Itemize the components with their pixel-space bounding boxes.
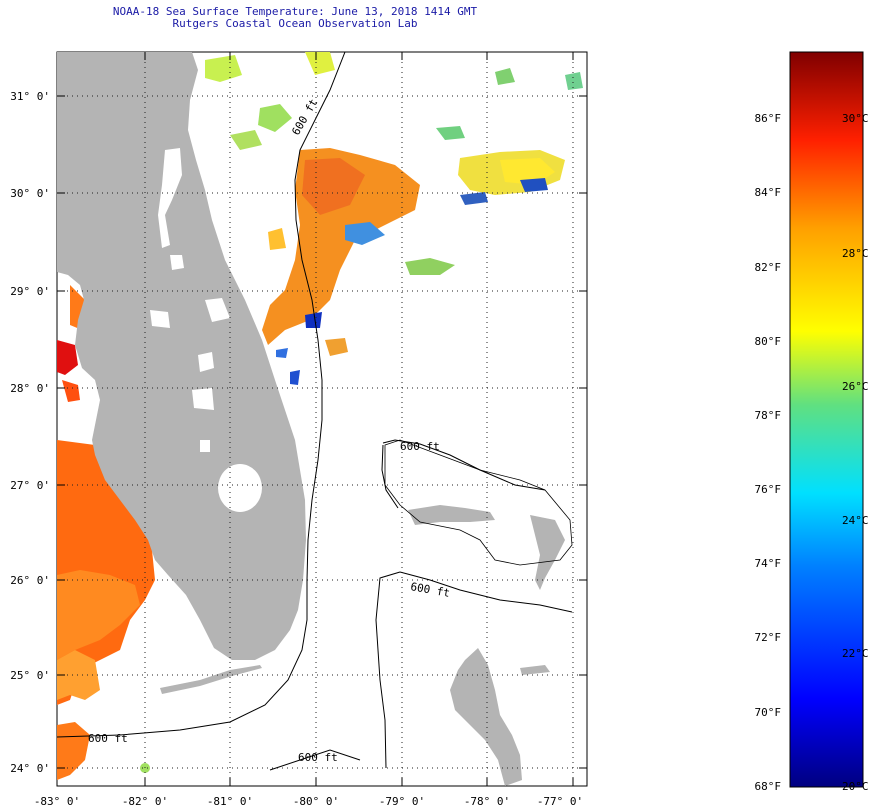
lon-label: -83° 0' bbox=[34, 795, 80, 808]
colorbar-label-c: 22°C bbox=[842, 647, 869, 660]
isobath-contours bbox=[57, 52, 573, 771]
florida-keys bbox=[160, 665, 262, 694]
lon-label: -78° 0' bbox=[464, 795, 510, 808]
colorbar bbox=[789, 51, 864, 788]
colorbar-label-c: 30°C bbox=[842, 112, 869, 125]
colorbar-label-f: 70°F bbox=[755, 706, 782, 719]
lat-label: 24° 0' bbox=[10, 762, 50, 775]
lat-label: 26° 0' bbox=[10, 574, 50, 587]
axis-ticks bbox=[57, 52, 587, 786]
sst-data-atlantic bbox=[205, 52, 583, 385]
contour-label: 600 ft bbox=[400, 440, 440, 453]
colorbar-label-c: 28°C bbox=[842, 247, 869, 260]
lat-label: 31° 0' bbox=[10, 90, 50, 103]
colorbar-label-f: 78°F bbox=[755, 409, 782, 422]
colorbar-label-f: 84°F bbox=[755, 186, 782, 199]
longitude-labels: -83° 0' -82° 0' -81° 0' -80° 0' -79° 0' … bbox=[34, 795, 583, 808]
colorbar-label-c: 26°C bbox=[842, 380, 869, 393]
colorbar-label-c: 20°C bbox=[842, 780, 869, 793]
colorbar-label-f: 68°F bbox=[755, 780, 782, 793]
colorbar-label-f: 80°F bbox=[755, 335, 782, 348]
colorbar-fahrenheit-labels: 86°F 84°F 82°F 80°F 78°F 76°F 74°F 72°F … bbox=[755, 112, 782, 793]
colorbar-label-f: 82°F bbox=[755, 261, 782, 274]
lon-label: -80° 0' bbox=[293, 795, 339, 808]
map-subtitle: Rutgers Coastal Ocean Observation Lab bbox=[172, 17, 418, 30]
colorbar-label-c: 24°C bbox=[842, 514, 869, 527]
lon-label: -82° 0' bbox=[122, 795, 168, 808]
latitude-labels: 31° 0' 30° 0' 29° 0' 28° 0' 27° 0' 26° 0… bbox=[10, 90, 50, 775]
lat-label: 27° 0' bbox=[10, 479, 50, 492]
lake-okeechobee bbox=[218, 464, 262, 512]
bahamas-land bbox=[408, 505, 565, 786]
lat-label: 28° 0' bbox=[10, 382, 50, 395]
lon-label: -79° 0' bbox=[379, 795, 425, 808]
colorbar-label-f: 74°F bbox=[755, 557, 782, 570]
colorbar-label-f: 86°F bbox=[755, 112, 782, 125]
colorbar-label-f: 76°F bbox=[755, 483, 782, 496]
colorbar-celsius-labels: 30°C 28°C 26°C 24°C 22°C 20°C bbox=[842, 112, 869, 793]
map-title: NOAA-18 Sea Surface Temperature: June 13… bbox=[112, 5, 478, 18]
lat-label: 29° 0' bbox=[10, 285, 50, 298]
contour-label: 600 ft bbox=[298, 751, 338, 764]
colorbar-label-f: 72°F bbox=[755, 631, 782, 644]
lon-label: -77° 0' bbox=[537, 795, 583, 808]
lat-label: 30° 0' bbox=[10, 187, 50, 200]
contour-label: 600 ft bbox=[88, 732, 128, 745]
lon-label: -81° 0' bbox=[207, 795, 253, 808]
lat-label: 25° 0' bbox=[10, 669, 50, 682]
